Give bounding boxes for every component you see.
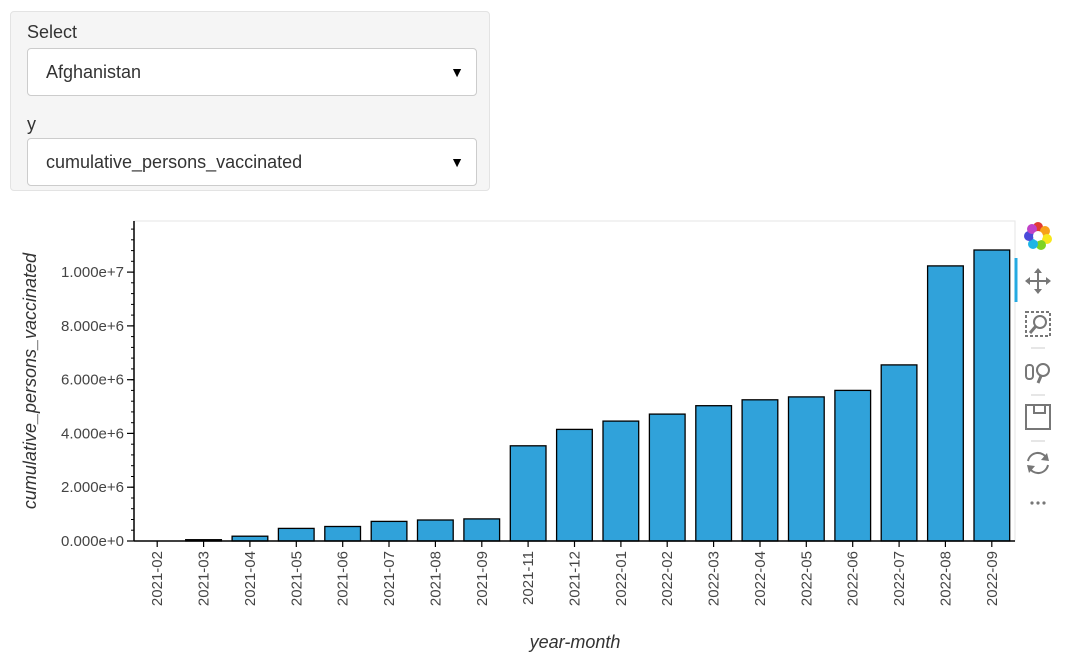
bar-2022-02 — [648, 413, 686, 542]
x-tick-label: 2021-09 — [474, 551, 491, 606]
wheel-zoom-icon[interactable] — [1025, 363, 1050, 384]
widget-panel: Select Afghanistan ▼ y cumulative_person… — [10, 11, 490, 191]
y-axis-label: cumulative_persons_vaccinated — [20, 252, 40, 509]
y-select-value: cumulative_persons_vaccinated — [46, 152, 303, 172]
x-tick-label: 2021-08 — [427, 551, 444, 606]
y-tick-label: 6.000e+6 — [61, 372, 124, 389]
x-axis-label: year-month — [528, 632, 621, 652]
chevron-down-icon: ▼ — [450, 64, 464, 80]
x-tick-label: 2022-01 — [613, 551, 630, 606]
bar-2022-05 — [787, 396, 825, 542]
x-tick-label: 2022-04 — [752, 551, 769, 606]
bar-2022-03 — [695, 405, 733, 542]
y-tick-label: 8.000e+6 — [61, 318, 124, 335]
x-tick-label: 2022-03 — [706, 551, 723, 606]
x-tick-label: 2022-09 — [984, 551, 1001, 606]
y-tick-label: 0.000e+0 — [61, 533, 124, 550]
y-label: y — [27, 114, 36, 134]
select-label: Select — [27, 22, 78, 42]
y-select[interactable]: cumulative_persons_vaccinated ▼ — [27, 138, 477, 186]
y-tick-label: 4.000e+6 — [61, 425, 124, 442]
bar-2022-01 — [602, 420, 640, 542]
x-tick-label: 2022-06 — [845, 551, 862, 606]
bar-2022-07 — [880, 364, 918, 542]
box-zoom-icon[interactable] — [1025, 311, 1051, 337]
more-icon[interactable] — [1030, 501, 1046, 505]
x-tick-label: 2021-04 — [242, 551, 259, 606]
y-tick-label: 1.000e+7 — [61, 264, 124, 281]
save-icon[interactable] — [1025, 404, 1051, 430]
bar-2021-06 — [324, 525, 362, 542]
bar-2022-08 — [926, 265, 964, 542]
bokeh-logo-icon[interactable] — [1024, 222, 1052, 250]
bar-2021-12 — [555, 428, 593, 542]
x-tick-label: 2021-07 — [381, 551, 398, 606]
x-tick-label: 2021-12 — [567, 551, 584, 606]
axes-group: 0.000e+0 2.000e+6 4.000e+6 6.000e+6 8.000e+6… — [61, 221, 1015, 606]
x-tick-label: 2022-07 — [891, 551, 908, 606]
chevron-down-icon: ▼ — [450, 154, 464, 170]
bar-2022-06 — [834, 389, 872, 542]
country-select[interactable]: Afghanistan ▼ — [27, 48, 477, 96]
x-tick-label: 2021-03 — [196, 551, 213, 606]
x-tick-label: 2021-02 — [149, 551, 166, 606]
pan-icon[interactable] — [1025, 268, 1051, 294]
bar-2021-11 — [509, 445, 547, 542]
x-tick-label: 2021-05 — [288, 551, 305, 606]
bar-2021-08 — [416, 519, 454, 542]
x-tick-label: 2022-08 — [937, 551, 954, 606]
x-tick-label: 2021-11 — [520, 551, 537, 605]
bar-2021-05 — [277, 527, 315, 542]
bar-2021-09 — [463, 518, 501, 542]
y-tick-label: 2.000e+6 — [61, 479, 124, 496]
bars-group — [185, 249, 1011, 542]
toolbar — [1014, 222, 1052, 505]
country-select-value: Afghanistan — [46, 62, 142, 82]
bar-2021-07 — [370, 520, 408, 542]
x-tick-label: 2022-02 — [659, 551, 676, 606]
reset-icon[interactable] — [1027, 451, 1049, 475]
bar-2022-04 — [741, 399, 779, 542]
x-tick-label: 2021-06 — [335, 551, 352, 606]
x-tick-label: 2022-05 — [798, 551, 815, 606]
bar-2022-09 — [973, 249, 1011, 542]
